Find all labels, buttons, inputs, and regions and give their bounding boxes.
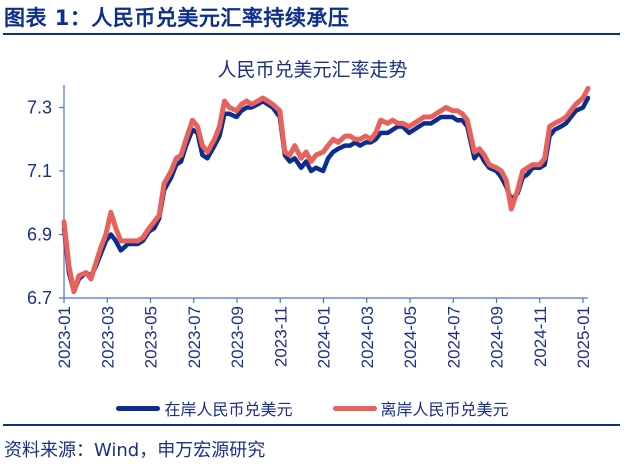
x-axis-labels: 2023-01 2023-03 2023-05 2023-07 2023-09 2023-… [55, 306, 593, 368]
legend-item-onshore: 在岸人民币兑美元 [116, 396, 293, 420]
svg-text:6.9: 6.9 [27, 225, 52, 245]
svg-text:2023-01: 2023-01 [55, 306, 74, 368]
title-divider [3, 33, 620, 35]
footer-divider [3, 424, 620, 426]
chart-legend: 在岸人民币兑美元 离岸人民币兑美元 [0, 396, 625, 420]
offshore-legend-swatch [332, 405, 377, 411]
legend-item-offshore: 离岸人民币兑美元 [332, 396, 509, 420]
svg-text:2024-11: 2024-11 [531, 306, 550, 367]
svg-text:2023-03: 2023-03 [98, 306, 117, 368]
chart-axes [59, 85, 588, 303]
svg-text:2023-07: 2023-07 [185, 306, 204, 368]
svg-text:2024-09: 2024-09 [488, 306, 507, 368]
svg-text:7.3: 7.3 [27, 98, 52, 118]
legend-label-onshore: 在岸人民币兑美元 [164, 400, 293, 419]
svg-text:2024-03: 2024-03 [358, 306, 377, 368]
onshore-legend-swatch [116, 405, 161, 411]
svg-text:2023-09: 2023-09 [228, 306, 247, 368]
svg-text:6.7: 6.7 [27, 288, 52, 308]
svg-text:2024-01: 2024-01 [315, 306, 334, 368]
svg-text:2024-05: 2024-05 [401, 306, 420, 368]
y-axis-labels: 6.7 6.9 7.1 7.3 [27, 98, 52, 309]
chart-title: 人民币兑美元汇率走势 [217, 59, 408, 81]
figure-title: 图表 1：人民币兑美元汇率持续承压 [4, 6, 350, 30]
source-note: 资料来源：Wind，申万宏源研究 [4, 440, 266, 461]
svg-text:2024-07: 2024-07 [444, 306, 463, 368]
legend-label-offshore: 离岸人民币兑美元 [380, 400, 509, 419]
svg-text:2023-11: 2023-11 [271, 306, 290, 367]
svg-text:2025-01: 2025-01 [574, 306, 593, 368]
offshore-cnh-line [61, 85, 591, 295]
svg-text:7.1: 7.1 [27, 161, 52, 181]
svg-text:2023-05: 2023-05 [142, 306, 161, 368]
